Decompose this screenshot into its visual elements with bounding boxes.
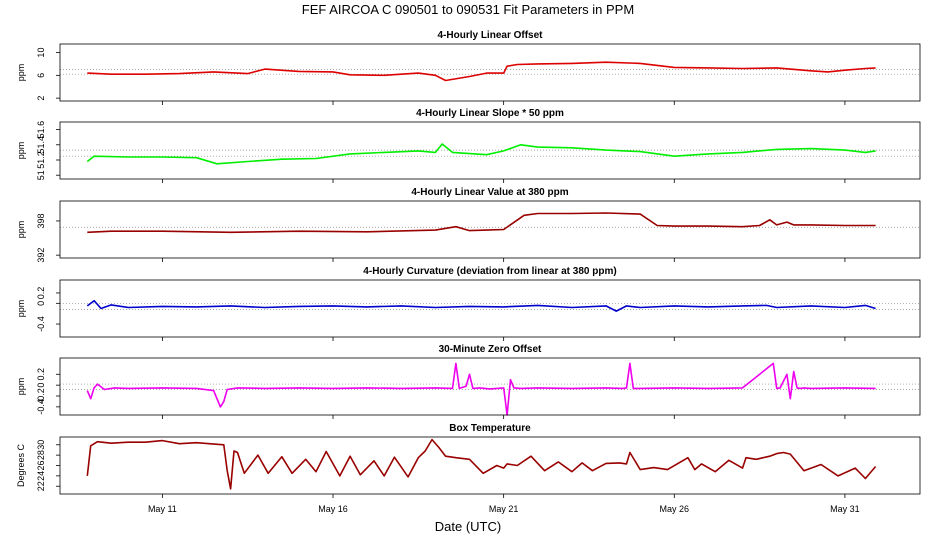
y-tick-label: 6 xyxy=(36,73,46,78)
panel-frame xyxy=(59,357,921,416)
y-tick-label: -0.4 xyxy=(36,399,46,415)
y-tick-label: 0.2 xyxy=(36,287,46,300)
x-axis-label: Date (UTC) xyxy=(435,519,501,534)
panel-1: 4-Hourly Linear Offset 2 6 10 ppm xyxy=(16,30,921,105)
panel-2: 4-Hourly Linear Slope * 50 ppm 5151.251.4… xyxy=(16,108,921,183)
y-tick-label: 0.2 xyxy=(36,368,46,381)
y-tick-label: -0.4 xyxy=(36,316,46,332)
panel-frame xyxy=(59,436,921,495)
x-tick-label: May 26 xyxy=(660,504,690,514)
y-axis-label: ppm xyxy=(16,378,26,396)
panel-title: 4-Hourly Linear Value at 380 ppm xyxy=(411,187,568,198)
x-tick-label: May 21 xyxy=(489,504,519,514)
y-tick-label: 0 xyxy=(36,383,46,388)
y-axis-label: ppm xyxy=(16,64,26,82)
x-tick-label: May 31 xyxy=(830,504,860,514)
panel-4: 4-Hourly Curvature (deviation from linea… xyxy=(16,266,921,341)
y-tick-label: 30 xyxy=(36,440,46,450)
panel-frame xyxy=(59,121,921,180)
series-line xyxy=(87,61,876,82)
y-tick-label: 51.4 xyxy=(36,136,46,154)
y-tick-label: 28 xyxy=(36,450,46,460)
series-line xyxy=(86,362,876,416)
y-tick-label: 10 xyxy=(36,48,46,58)
panel-title: 4-Hourly Linear Offset xyxy=(437,30,543,41)
series-line xyxy=(86,299,876,312)
panel-title: 4-Hourly Linear Slope * 50 ppm xyxy=(416,108,564,119)
y-tick-label: 24 xyxy=(36,471,46,481)
y-axis-label: Degrees C xyxy=(16,443,26,487)
x-tick-label: May 11 xyxy=(148,504,177,514)
series-line xyxy=(86,143,876,165)
y-tick-label: 0 xyxy=(36,301,46,306)
y-tick-label: 392 xyxy=(36,248,46,263)
x-tick-label: May 16 xyxy=(318,504,348,514)
y-tick-label: 2 xyxy=(36,96,46,101)
y-tick-label: -0.2 xyxy=(36,388,46,404)
series-line xyxy=(87,212,876,234)
panel-5: 30-Minute Zero Offset -0.4-0.20 0.2 ppm xyxy=(16,344,921,419)
panel-frame xyxy=(59,43,921,102)
panel-frame xyxy=(59,200,921,259)
y-tick-label: 22 xyxy=(36,481,46,491)
panel-3: 4-Hourly Linear Value at 380 ppm 392 398 pp… xyxy=(16,187,921,263)
panel-frame xyxy=(59,279,921,338)
y-axis-label: ppm xyxy=(16,300,26,318)
panel-title: 4-Hourly Curvature (deviation from linea… xyxy=(363,266,616,277)
y-tick-label: 398 xyxy=(36,213,46,228)
panel-title: Box Temperature xyxy=(449,423,531,434)
y-axis-label: ppm xyxy=(16,142,26,160)
y-axis-label: ppm xyxy=(16,221,26,239)
x-axis: May 11 May 16 May 21 May 26 May 31 xyxy=(148,504,860,514)
y-tick-label: 51 xyxy=(36,170,46,180)
y-tick-label: 26 xyxy=(36,460,46,470)
panel-title: 30-Minute Zero Offset xyxy=(439,344,542,355)
chart-main-title: FEF AIRCOA C 090501 to 090531 Fit Parame… xyxy=(302,2,634,17)
series-line xyxy=(86,438,877,490)
y-tick-label: 51.6 xyxy=(36,121,46,139)
y-tick-label: 51.2 xyxy=(36,151,46,169)
